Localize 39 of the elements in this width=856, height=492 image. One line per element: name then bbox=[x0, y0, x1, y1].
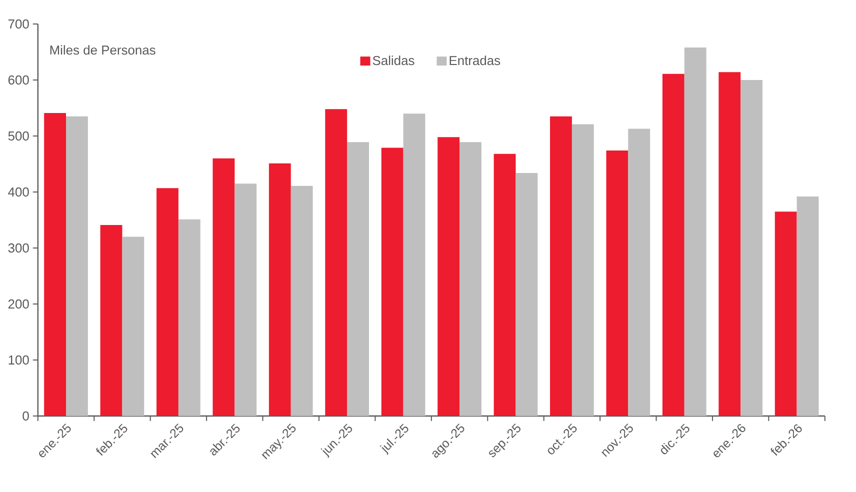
bar bbox=[100, 225, 122, 416]
bar bbox=[572, 124, 594, 416]
bar bbox=[516, 172, 538, 416]
bar bbox=[662, 74, 684, 416]
bar bbox=[550, 116, 572, 416]
bar bbox=[44, 113, 66, 416]
y-tick-label: 500 bbox=[8, 131, 29, 141]
bar bbox=[178, 219, 200, 416]
bar bbox=[606, 150, 628, 416]
legend-label: Salidas bbox=[372, 56, 414, 66]
bar bbox=[66, 116, 88, 416]
y-tick-label: 100 bbox=[8, 355, 29, 365]
bar bbox=[684, 48, 706, 416]
bar bbox=[774, 212, 797, 416]
y-tick-label: 300 bbox=[8, 243, 29, 253]
bar bbox=[212, 158, 235, 416]
bar bbox=[740, 80, 763, 416]
bar bbox=[268, 163, 291, 416]
y-tick-label: 400 bbox=[8, 187, 29, 197]
bar bbox=[122, 236, 144, 416]
bar bbox=[403, 114, 426, 416]
y-tick-label: 0 bbox=[22, 411, 29, 421]
bar bbox=[325, 109, 348, 416]
bar bbox=[381, 148, 404, 416]
bar bbox=[234, 184, 257, 416]
bar bbox=[156, 188, 178, 416]
y-tick-label: 700 bbox=[8, 19, 29, 29]
bar bbox=[290, 186, 313, 416]
bar bbox=[438, 137, 460, 416]
legend-label: Entradas bbox=[450, 56, 500, 66]
bar bbox=[460, 142, 482, 416]
annotation: Miles de Personas bbox=[50, 45, 156, 55]
y-tick-label: 200 bbox=[8, 299, 29, 309]
bar bbox=[494, 154, 516, 416]
bar bbox=[796, 196, 819, 416]
bar bbox=[347, 142, 370, 416]
bar bbox=[718, 72, 741, 416]
bar bbox=[628, 128, 650, 416]
y-tick-label: 600 bbox=[8, 75, 29, 85]
